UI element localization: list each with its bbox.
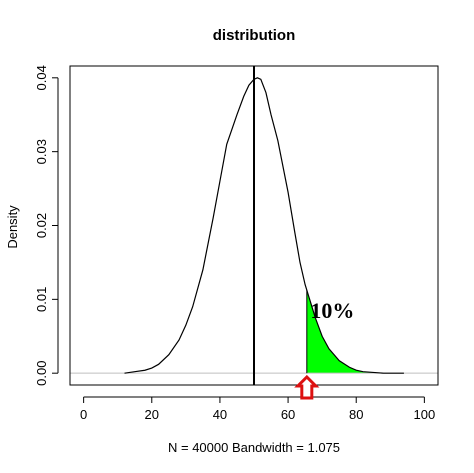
x-tick-label: 60 <box>281 407 295 422</box>
y-axis-label: Density <box>5 205 20 249</box>
chart-title: distribution <box>213 27 296 44</box>
x-tick-label: 80 <box>349 407 363 422</box>
cutoff-arrow-icon <box>294 374 320 400</box>
plot-frame <box>69 65 439 386</box>
shaded-tail-region <box>306 290 404 374</box>
x-tick-label: 20 <box>145 407 159 422</box>
density-curve <box>124 77 404 374</box>
x-tick-label: 100 <box>414 407 436 422</box>
x-tick-label: 40 <box>213 407 227 422</box>
plot-area: 0 20 40 60 80 100 0.00 0.01 0.02 0.03 0.04 <box>34 65 439 422</box>
x-tick-label: 0 <box>80 407 87 422</box>
y-tick-label: 0.00 <box>34 361 49 386</box>
percent-annotation: 10% <box>310 298 354 323</box>
y-tick-label: 0.01 <box>34 287 49 312</box>
y-tick-label: 0.02 <box>34 213 49 238</box>
y-tick-label: 0.03 <box>34 139 49 164</box>
y-tick-label: 0.04 <box>34 65 49 90</box>
x-axis-label: N = 40000 Bandwidth = 1.075 <box>168 440 340 455</box>
